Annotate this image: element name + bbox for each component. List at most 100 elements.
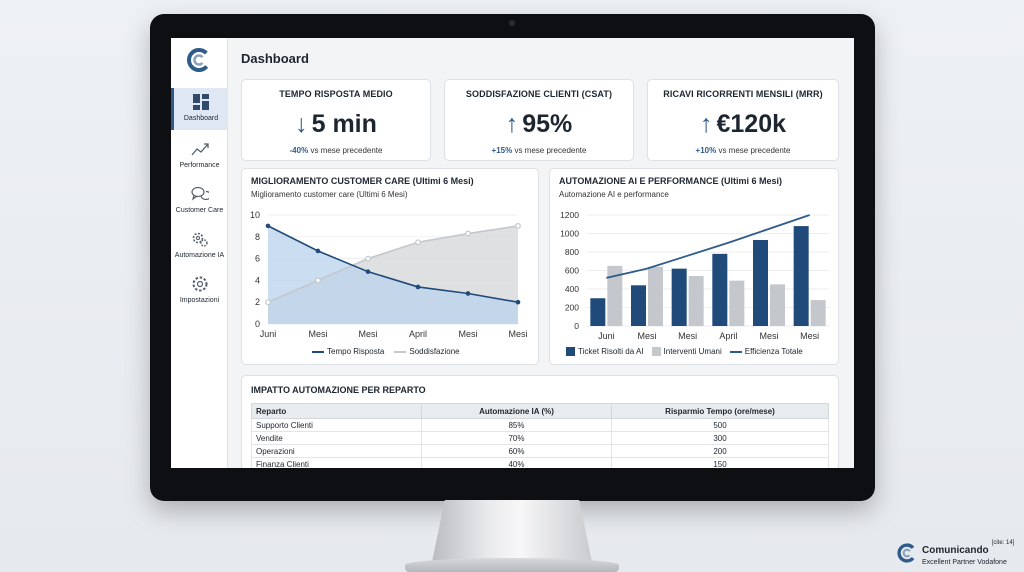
table-cell: Finanza Clienti xyxy=(251,457,422,468)
point-tempo-risposta xyxy=(465,291,471,296)
gears-icon xyxy=(192,232,208,247)
brand-logo: Comunicando[cite: 14] Excellent Partner … xyxy=(897,540,1014,566)
chart-card-customer-care: MIGLIORAMENTO CUSTOMER CARE (Ultimi 6 Me… xyxy=(241,168,539,365)
bar-ticket-ai xyxy=(712,253,728,326)
x-tick-label: Mesi xyxy=(678,331,697,341)
trend-up-icon xyxy=(191,143,209,156)
y-tick-label: 1000 xyxy=(560,229,579,239)
y-tick-label: 2 xyxy=(255,297,260,307)
point-tempo-risposta xyxy=(365,269,371,274)
series-line-soddisfazione xyxy=(267,225,519,303)
page-title: Dashboard xyxy=(241,51,309,66)
sidebar-item-label: Performance xyxy=(179,162,220,169)
kpi-value: ↑ €120k xyxy=(648,110,838,139)
x-tick-label: Mesi xyxy=(637,331,656,341)
area-tempo-risposta xyxy=(268,225,518,324)
chart-title: AUTOMAZIONE AI E PERFORMANCE (Ultimi 6 M… xyxy=(559,176,783,186)
table-cell: 500 xyxy=(611,418,829,432)
table-cell: 300 xyxy=(611,431,829,445)
y-tick-label: 800 xyxy=(565,247,579,257)
table-header-row: Reparto Automazione IA (%) Risparmio Tem… xyxy=(251,403,829,419)
legend-item-ticket-ai: Ticket Risolti da AI xyxy=(566,347,644,357)
kpi-comparison: +15% vs mese precedente xyxy=(445,146,633,155)
y-tick-label: 600 xyxy=(565,266,579,276)
table-cell: Vendite xyxy=(251,431,422,445)
chart-subtitle: Automazione AI e performance xyxy=(559,190,669,199)
bar-interventi-umani xyxy=(770,284,785,326)
sidebar-item-impostazioni[interactable]: Impostazioni xyxy=(171,270,228,312)
sidebar-item-dashboard[interactable]: Dashboard xyxy=(171,88,228,130)
chart-legend: Ticket Risolti da AI Interventi Umani Ef… xyxy=(566,347,803,357)
table-cell: 150 xyxy=(611,457,829,468)
legend-item-efficienza: Efficienza Totale xyxy=(729,347,803,356)
y-tick-label: 1200 xyxy=(560,210,579,220)
arrow-up-icon: ↑ xyxy=(699,110,713,138)
point-tempo-risposta xyxy=(265,223,271,229)
x-tick-label: Juni xyxy=(260,329,277,339)
comunicando-logo-icon xyxy=(897,543,917,563)
point-soddisfazione xyxy=(465,230,471,237)
y-tick-label: 6 xyxy=(255,254,260,264)
bar-chart: 0 200 400 600 800 1000 1200 Juni Mesi Mesi April Me… xyxy=(560,210,830,341)
impact-table: Reparto Automazione IA (%) Risparmio Tem… xyxy=(251,403,829,468)
area-chart: 0 2 4 6 8 10 Juni Mesi Mesi April Mesi Mesi xyxy=(250,210,528,339)
column-header: Risparmio Tempo (ore/mese) xyxy=(611,403,829,419)
y-tick-label: 0 xyxy=(255,319,260,329)
sidebar-item-customer-care[interactable]: Customer Care xyxy=(171,180,228,222)
kpi-comparison: +10% vs mese precedente xyxy=(648,146,838,155)
y-tick-label: 200 xyxy=(565,303,579,313)
monitor-stand xyxy=(432,500,592,562)
series-line-tempo-risposta xyxy=(267,225,519,303)
point-tempo-risposta xyxy=(315,248,321,254)
monitor-frame: Dashboard Performance Customer Care xyxy=(150,14,875,501)
kpi-card-mrr: RICAVI RICORRENTI MENSILI (MRR) ↑ €120k +… xyxy=(647,79,839,161)
y-tick-label: 10 xyxy=(250,210,260,220)
sidebar-item-label: Automazione IA xyxy=(174,252,225,259)
kpi-sub-text: vs mese precedente xyxy=(310,146,383,155)
table-row: Supporto Clienti 85% 500 xyxy=(251,418,829,432)
legend-item-interventi-umani: Interventi Umani xyxy=(651,347,722,357)
bar-ticket-ai xyxy=(590,298,606,326)
kpi-title: TEMPO RISPOSTA MEDIO xyxy=(279,89,393,99)
x-tick-label: April xyxy=(409,329,427,339)
bar-interventi-umani xyxy=(607,265,623,326)
bar-interventi-umani xyxy=(729,280,745,326)
y-tick-label: 4 xyxy=(255,275,260,285)
table-cell: Supporto Clienti xyxy=(251,418,422,432)
x-tick-label: Mesi xyxy=(358,329,377,339)
table-cell: 70% xyxy=(421,431,612,445)
column-header: Automazione IA (%) xyxy=(421,403,612,419)
bar-ticket-ai xyxy=(671,268,687,326)
kpi-sub-text: vs mese precedente xyxy=(514,146,587,155)
brand-name: Comunicando xyxy=(922,545,989,556)
bar-interventi-umani xyxy=(648,266,663,326)
y-tick-label: 8 xyxy=(255,232,260,242)
sidebar-item-label: Dashboard xyxy=(183,115,219,122)
bar-ticket-ai xyxy=(631,285,646,326)
kpi-value-text: €120k xyxy=(716,110,787,138)
legend-item-soddisfazione: Soddisfazione xyxy=(394,347,460,356)
sidebar-item-automazione-ia[interactable]: Automazione IA xyxy=(171,225,228,267)
point-soddisfazione xyxy=(515,223,521,229)
table-card: IMPATTO AUTOMAZIONE PER REPARTO Reparto … xyxy=(241,375,839,468)
kpi-value: ↑ 95% xyxy=(445,110,633,139)
x-tick-label: Mesi xyxy=(458,329,477,339)
table-cell: 200 xyxy=(611,444,829,458)
table-cell: 40% xyxy=(421,457,612,468)
kpi-value-text: 95% xyxy=(522,110,573,138)
brand-cite: [cite: 14] xyxy=(991,540,1015,546)
chart-card-automazione: AUTOMAZIONE AI E PERFORMANCE (Ultimi 6 M… xyxy=(549,168,839,365)
table-title: IMPATTO AUTOMAZIONE PER REPARTO xyxy=(251,385,426,395)
point-soddisfazione xyxy=(315,277,321,284)
table-row: Vendite 70% 300 xyxy=(251,431,829,445)
x-tick-label: Mesi xyxy=(800,331,819,341)
dashboard-grid-icon xyxy=(193,94,209,110)
series-line-efficienza xyxy=(606,214,810,279)
legend-item-tempo-risposta: Tempo Risposta xyxy=(312,347,384,356)
point-tempo-risposta xyxy=(415,284,421,290)
sidebar-item-performance[interactable]: Performance xyxy=(171,135,228,177)
x-tick-label: April xyxy=(719,331,737,341)
sidebar-item-label: Impostazioni xyxy=(179,297,220,304)
bar-interventi-umani xyxy=(688,276,704,326)
column-header: Reparto xyxy=(251,403,422,419)
